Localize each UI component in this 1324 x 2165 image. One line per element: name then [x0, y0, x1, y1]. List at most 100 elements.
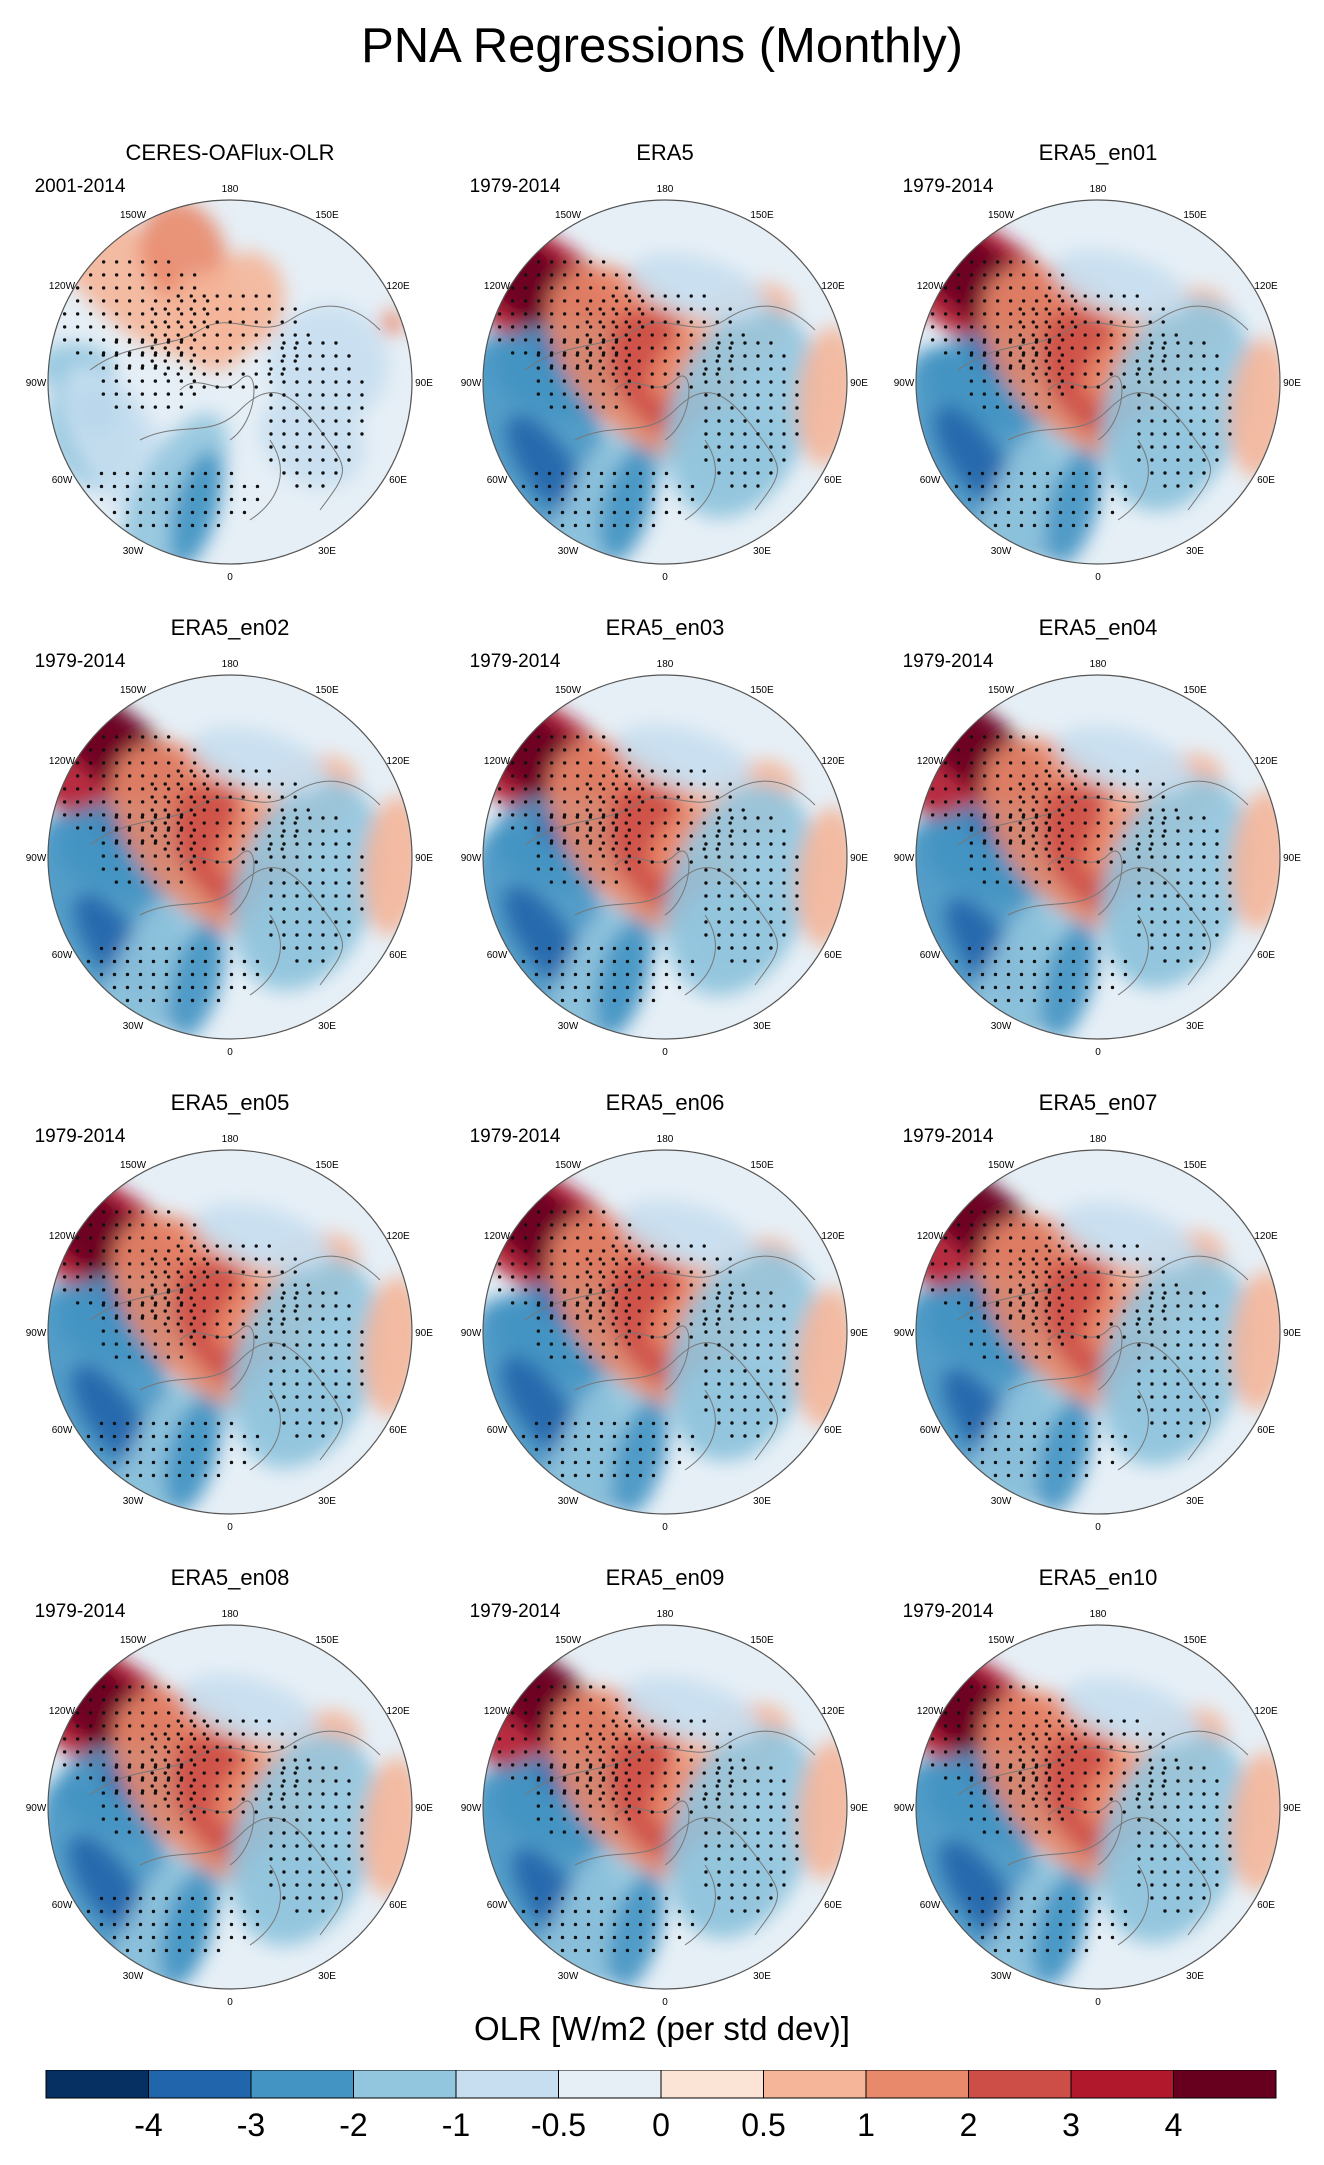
colorbar-tick-label: 0: [652, 2107, 670, 2143]
colorbar-tick-label: -1: [442, 2107, 470, 2143]
longitude-label: 180: [1090, 184, 1107, 195]
longitude-label: 90E: [415, 1328, 433, 1339]
anomaly-region: [608, 1872, 665, 1989]
longitude-label: 120W: [484, 1231, 511, 1242]
longitude-label: 30E: [318, 1971, 336, 1982]
map-panel: 180 150E 120E 90E 60E 30E 0 30W 60W 90W 120W 150W ER…: [20, 1565, 440, 2005]
longitude-label: 30W: [991, 546, 1012, 557]
longitude-label: 150E: [750, 1635, 774, 1646]
coastlines: [89, 1730, 381, 1946]
map-boundary: [47, 674, 413, 1040]
longitude-label: 30W: [991, 1021, 1012, 1032]
longitude-label: 150W: [120, 210, 147, 221]
significance-stippling: [62, 1685, 364, 1953]
colorbar-swatch: [353, 2070, 457, 2098]
anomaly-region: [1055, 726, 1192, 795]
coastlines: [957, 1730, 1249, 1946]
anomaly-region: [595, 919, 652, 1036]
significance-stippling: [497, 735, 799, 1003]
anomaly-region: [1045, 448, 1102, 564]
longitude-label: 30W: [558, 1496, 579, 1507]
map-panel: 180 150E 120E 90E 60E 30E 0 30W 60W 90W 120W 150W ER…: [20, 1090, 440, 1530]
panel-title: CERES-OAFlux-OLR: [125, 140, 335, 165]
polar-map: 180 150E 120E 90E 60E 30E 0 30W 60W 90W 120W 150W: [26, 1609, 434, 2005]
longitude-label: 60E: [389, 475, 407, 486]
longitude-label: 60W: [487, 950, 508, 961]
longitude-label: 90W: [26, 1328, 47, 1339]
longitude-label: 120W: [49, 756, 76, 767]
significance-stippling: [497, 260, 799, 528]
longitude-label: 60W: [920, 950, 941, 961]
longitude-label: 90E: [850, 1803, 868, 1814]
longitude-label: 60W: [920, 1900, 941, 1911]
anomaly-region: [622, 1676, 759, 1745]
map-boundary: [915, 1149, 1281, 1515]
coastlines: [524, 305, 816, 521]
polar-map: 180 150E 120E 90E 60E 30E 0 30W 60W 90W 120W 150W: [894, 659, 1302, 1055]
map-panels-grid: 180 150E 120E 90E 60E 30E 0 30W 60W 90W 120W 150W CE…: [20, 140, 1308, 2005]
longitude-label: 120E: [386, 281, 410, 292]
longitude-label: 150E: [750, 1160, 774, 1171]
longitude-label: 120E: [1254, 756, 1278, 767]
longitude-label: 0: [227, 572, 233, 580]
panel-title: ERA5_en04: [1038, 615, 1158, 640]
colorbar-swatch: [46, 2070, 149, 2098]
longitude-label: 180: [222, 659, 239, 670]
longitude-label: 60E: [824, 1425, 842, 1436]
map-panel: 180 150E 120E 90E 60E 30E 0 30W 60W 90W 120W 150W ER…: [888, 615, 1308, 1055]
anomaly-region: [673, 1837, 774, 1938]
longitude-label: 90W: [26, 378, 47, 389]
colorbar-tick-label: 4: [1165, 2107, 1183, 2143]
coastlines: [89, 780, 381, 996]
colorbar-tick-label: -0.5: [531, 2107, 586, 2143]
longitude-label: 60W: [52, 1425, 73, 1436]
longitude-label: 150E: [1183, 1635, 1207, 1646]
longitude-label: 120E: [386, 1706, 410, 1717]
panel-title: ERA5_en02: [170, 615, 290, 640]
longitude-label: 60W: [52, 950, 73, 961]
longitude-label: 180: [657, 1134, 674, 1145]
longitude-label: 180: [657, 659, 674, 670]
longitude-label: 30W: [123, 1496, 144, 1507]
longitude-label: 0: [662, 1997, 668, 2005]
anomaly-region: [933, 405, 1014, 509]
map-boundary: [482, 674, 848, 1040]
panel-period: 2001-2014: [34, 176, 126, 197]
colorbar: OLR [W/m2 (per std dev)] -4 -3 -2 -1 -0.5 0 0.…: [0, 2010, 1324, 2160]
longitude-label: 30W: [123, 1021, 144, 1032]
longitude-label: 120E: [1254, 1706, 1278, 1717]
longitude-label: 120W: [49, 1231, 76, 1242]
colorbar-swatch: [968, 2070, 1072, 2098]
longitude-label: 120E: [821, 756, 845, 767]
anomaly-region: [260, 390, 364, 488]
map-boundary: [47, 1624, 413, 1990]
polar-map: 180 150E 120E 90E 60E 30E 0 30W 60W 90W 120W 150W: [26, 184, 434, 580]
polar-map: 180 150E 120E 90E 60E 30E 0 30W 60W 90W 120W 150W: [26, 659, 434, 1055]
longitude-label: 90E: [1283, 853, 1301, 864]
longitude-label: 150W: [120, 1635, 147, 1646]
anomaly-region: [619, 1200, 756, 1269]
longitude-label: 60E: [1257, 475, 1275, 486]
longitude-label: 0: [227, 1047, 233, 1055]
colorbar-swatch: [866, 2070, 969, 2098]
longitude-label: 90E: [415, 1803, 433, 1814]
longitude-label: 30E: [1186, 546, 1204, 557]
anomaly-region: [166, 273, 250, 372]
longitude-label: 30E: [753, 1496, 771, 1507]
colorbar-title: OLR [W/m2 (per std dev)]: [474, 2010, 850, 2047]
longitude-label: 120E: [1254, 281, 1278, 292]
coastlines: [957, 1255, 1249, 1471]
anomaly-region: [380, 310, 405, 335]
coastlines: [957, 305, 1249, 521]
longitude-label: 90E: [1283, 1328, 1301, 1339]
longitude-label: 90E: [850, 1328, 868, 1339]
panel-period: 1979-2014: [469, 176, 561, 197]
anomaly-region: [70, 1364, 151, 1467]
longitude-label: 90E: [415, 378, 433, 389]
longitude-label: 60W: [487, 1425, 508, 1436]
anomaly-region: [1059, 1202, 1196, 1271]
longitude-label: 150W: [988, 210, 1015, 221]
anomaly-region: [1117, 1354, 1218, 1455]
longitude-label: 60W: [487, 475, 508, 486]
anomaly-region: [246, 1356, 347, 1457]
